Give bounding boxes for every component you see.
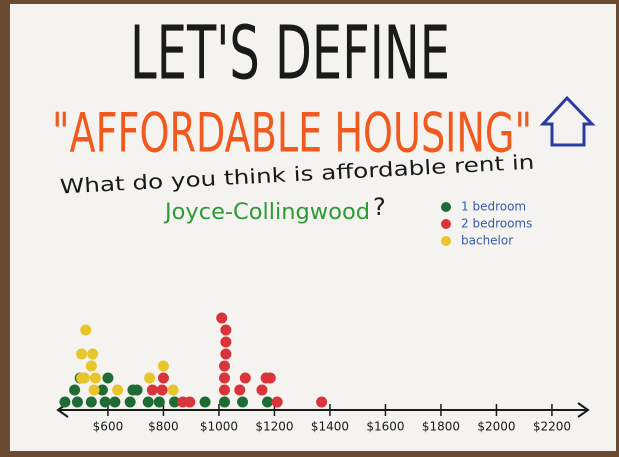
dot bbox=[234, 384, 246, 396]
dot bbox=[316, 396, 328, 408]
x-tick-label: $1400 bbox=[311, 420, 349, 434]
dot bbox=[112, 384, 124, 396]
dot bbox=[146, 384, 158, 396]
dot bbox=[167, 384, 179, 396]
dot bbox=[262, 396, 274, 408]
dot bbox=[218, 360, 230, 372]
legend: 1 bedroom 2 bedrooms bachelor bbox=[441, 200, 532, 248]
dot bbox=[220, 336, 232, 348]
x-tick-label: $800 bbox=[148, 420, 179, 434]
question-end: ? bbox=[373, 193, 386, 221]
legend-dot bbox=[441, 236, 451, 246]
x-tick-label: $2200 bbox=[533, 420, 571, 434]
dot bbox=[153, 396, 165, 408]
dot bbox=[144, 372, 156, 384]
dot bbox=[109, 396, 121, 408]
dot bbox=[199, 396, 211, 408]
dot bbox=[69, 384, 81, 396]
dot bbox=[220, 348, 232, 360]
dot bbox=[271, 396, 283, 408]
dot bbox=[218, 372, 230, 384]
dot bbox=[216, 312, 228, 324]
dot bbox=[156, 384, 168, 396]
legend-label: 2 bedrooms bbox=[461, 217, 532, 231]
dot bbox=[157, 372, 169, 384]
dot bbox=[80, 324, 92, 336]
dot bbox=[177, 396, 189, 408]
dot bbox=[76, 348, 88, 360]
legend-dot bbox=[441, 202, 451, 212]
x-tick-label: $1200 bbox=[255, 420, 293, 434]
dot bbox=[256, 384, 268, 396]
title: LET'S DEFINE bbox=[130, 11, 450, 97]
dot bbox=[218, 396, 230, 408]
x-tick-label: $600 bbox=[93, 420, 124, 434]
plot: $600 $800 $1000 $1200 $1400 $1600 $1800 $2000 $2… bbox=[56, 312, 590, 434]
dot bbox=[264, 372, 276, 384]
legend-dot bbox=[441, 219, 451, 229]
dot bbox=[99, 396, 111, 408]
x-tick-label: $1600 bbox=[366, 420, 404, 434]
dot bbox=[96, 384, 108, 396]
dot bbox=[131, 384, 143, 396]
dot bbox=[169, 396, 181, 408]
dot bbox=[142, 396, 154, 408]
location: Joyce-Collingwood bbox=[163, 200, 370, 225]
x-tick-label: $1800 bbox=[422, 420, 460, 434]
legend-label: bachelor bbox=[461, 234, 513, 248]
dot bbox=[220, 324, 232, 336]
dot bbox=[218, 384, 230, 396]
x-tick-label: $2000 bbox=[477, 420, 515, 434]
dot bbox=[87, 348, 99, 360]
dot bbox=[102, 372, 114, 384]
dot bbox=[85, 396, 97, 408]
dot bbox=[89, 372, 101, 384]
dot bbox=[237, 396, 249, 408]
x-tick-label: $1000 bbox=[200, 420, 238, 434]
legend-label: 1 bedroom bbox=[461, 200, 526, 214]
house-icon bbox=[539, 95, 596, 147]
dot bbox=[124, 396, 136, 408]
dot bbox=[85, 360, 97, 372]
dot bbox=[157, 360, 169, 372]
dot bbox=[78, 372, 90, 384]
dot bbox=[71, 396, 83, 408]
axis-arrow bbox=[577, 402, 590, 418]
dot bbox=[239, 372, 251, 384]
subtitle: "AFFORDABLE HOUSING" bbox=[52, 102, 532, 165]
dot bbox=[88, 384, 100, 396]
dot bbox=[59, 396, 71, 408]
